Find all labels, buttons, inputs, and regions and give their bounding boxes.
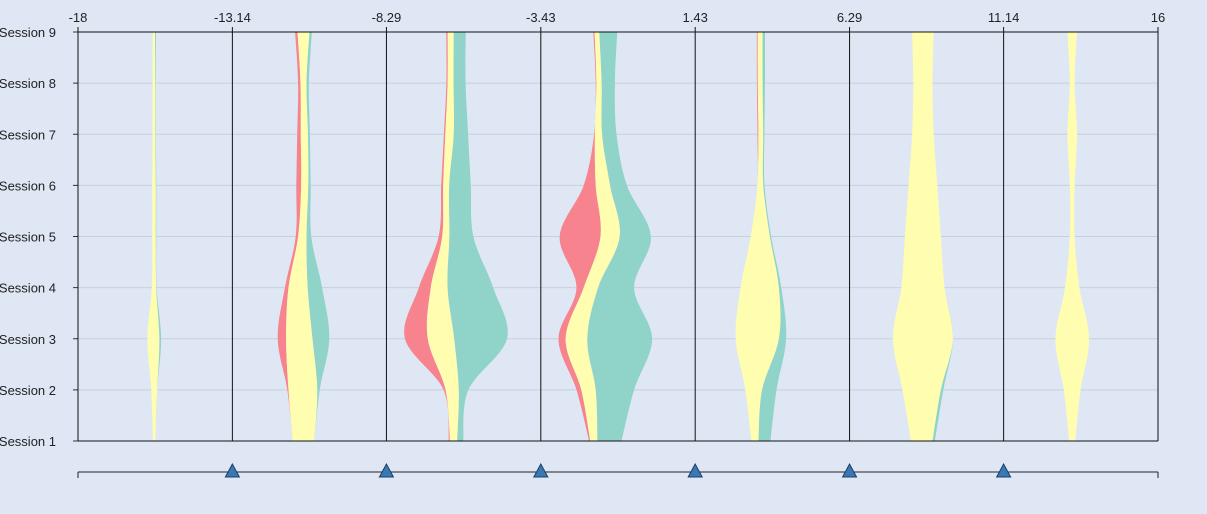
violin-band: [447, 32, 508, 441]
bin-handle-icon[interactable]: [687, 462, 704, 478]
y-tick-label: Session 7: [0, 127, 56, 142]
violin-band: [558, 32, 601, 441]
violin-band: [587, 32, 653, 441]
x-tick-label: 11.14: [988, 10, 1020, 25]
violin-band: [426, 32, 459, 441]
bin-handle-icon[interactable]: [378, 462, 395, 478]
violin-band: [404, 32, 450, 441]
violin-band: [735, 32, 781, 441]
x-tick-label: 1.43: [683, 10, 708, 25]
violin-band: [892, 32, 953, 441]
y-tick-label: Session 8: [0, 76, 56, 91]
violin-band: [155, 32, 162, 441]
x-tick-label: -3.43: [526, 10, 556, 25]
violin-band: [565, 32, 620, 441]
y-tick-label: Session 1: [0, 434, 56, 449]
y-tick-label: Session 9: [0, 25, 56, 40]
x-tick-label: -8.29: [372, 10, 402, 25]
y-tick-label: Session 5: [0, 230, 56, 245]
y-tick-label: Session 2: [0, 383, 56, 398]
y-tick-label: Session 3: [0, 332, 56, 347]
violin-band: [147, 32, 160, 441]
x-tick-label: 16: [1151, 10, 1165, 25]
violin-band: [286, 32, 318, 441]
bin-handle-icon[interactable]: [841, 462, 858, 478]
bin-handle-icon[interactable]: [995, 462, 1012, 478]
violin-band: [758, 32, 787, 441]
y-tick-label: Session 6: [0, 178, 56, 193]
violin-band: [1055, 32, 1090, 441]
violin-band: [306, 32, 330, 441]
y-tick-label: Session 4: [0, 281, 56, 296]
x-tick-label: 6.29: [837, 10, 862, 25]
bin-handle-icon[interactable]: [224, 462, 241, 478]
violin-band: [277, 32, 302, 441]
bin-handle-icon[interactable]: [532, 462, 549, 478]
x-tick-label: -13.14: [214, 10, 251, 25]
x-tick-label: -18: [69, 10, 88, 25]
